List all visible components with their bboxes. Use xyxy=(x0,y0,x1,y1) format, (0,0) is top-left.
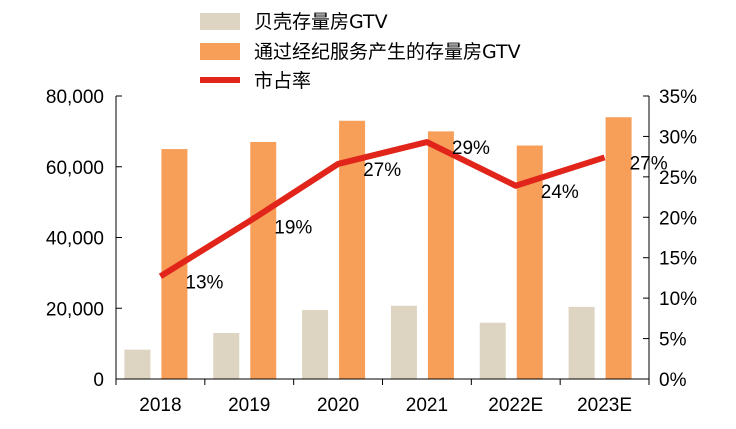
category-label-2021: 2021 xyxy=(406,395,448,416)
bar-gtv-2020 xyxy=(302,310,329,379)
tick-label-left: 40,000 xyxy=(46,229,104,250)
bar-gtv-2019 xyxy=(213,333,240,379)
category-label-2018: 2018 xyxy=(139,395,181,416)
legend: 贝壳存量房GTV 通过经纪服务产生的存量房GTV 市占率 xyxy=(200,11,521,92)
tick-label-right: 35% xyxy=(659,87,697,108)
category-label-2023E: 2023E xyxy=(577,395,632,416)
tick-label-left: 80,000 xyxy=(46,87,104,108)
tick-label-right: 15% xyxy=(659,249,697,270)
legend-label-brokerage-gtv: 通过经纪服务产生的存量房GTV xyxy=(254,41,521,63)
data-label-share-2018: 13% xyxy=(185,272,223,293)
legend-label-share: 市占率 xyxy=(254,70,311,92)
legend-swatch-brokerage-gtv xyxy=(200,43,240,60)
legend-label-gtv: 贝壳存量房GTV xyxy=(254,11,388,33)
data-label-share-2023E: 27% xyxy=(630,153,668,174)
data-label-share-2021: 29% xyxy=(452,138,490,159)
category-label-2022E: 2022E xyxy=(488,395,543,416)
data-label-share-2020: 27% xyxy=(363,160,401,181)
line-share xyxy=(158,139,606,279)
tick-label-left: 20,000 xyxy=(46,299,104,320)
tick-label-right: 5% xyxy=(659,330,687,351)
tick-label-right: 20% xyxy=(659,208,697,229)
tick-label-right: 25% xyxy=(659,168,697,189)
tick-label-right: 10% xyxy=(659,289,697,310)
bar-brokerage-gtv-2021 xyxy=(427,131,454,379)
bar-brokerage-gtv-2023E xyxy=(605,117,632,379)
plot-area: 0 20,000 40,000 60,000 80,000 0% 5% 10% 15% 20% 25… xyxy=(46,87,697,416)
tick-label-right: 30% xyxy=(659,127,697,148)
tick-label-left: 60,000 xyxy=(46,158,104,179)
bar-gtv-2022E xyxy=(479,322,506,379)
bar-gtv-2018 xyxy=(124,349,151,379)
category-label-2019: 2019 xyxy=(228,395,270,416)
bar-gtv-2021 xyxy=(390,305,417,379)
bar-brokerage-gtv-2019 xyxy=(250,141,277,379)
bar-gtv-2023E xyxy=(568,306,595,379)
data-label-share-2019: 19% xyxy=(274,217,312,238)
tick-label-right: 0% xyxy=(659,370,687,391)
legend-swatch-gtv xyxy=(200,13,240,30)
category-label-2020: 2020 xyxy=(317,395,359,416)
tick-label-left: 0 xyxy=(93,370,104,391)
data-label-share-2022E: 24% xyxy=(541,182,579,203)
